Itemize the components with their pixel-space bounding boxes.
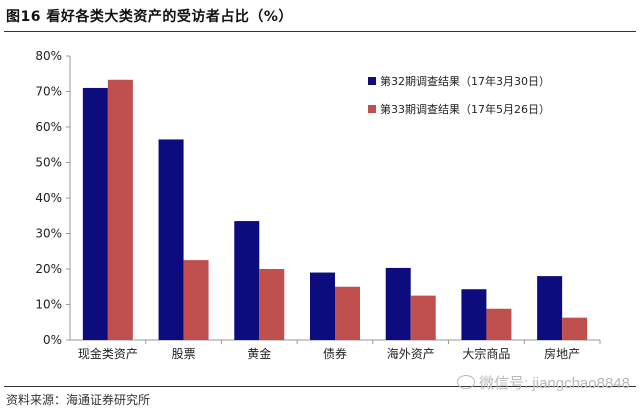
legend-swatch-2	[368, 105, 376, 113]
bar-series-1	[461, 289, 487, 340]
bar-series-1	[234, 221, 260, 340]
watermark-text: 微信号: jiangchao8848	[479, 375, 630, 392]
y-tick-label: 30%	[35, 227, 62, 241]
legend-label-2: 第33期调查结果（17年5月26日）	[380, 102, 550, 116]
x-category-label: 海外资产	[387, 346, 435, 361]
watermark: 微信号: jiangchao8848	[457, 372, 630, 393]
bar-series-2	[183, 260, 209, 340]
x-category-label: 黄金	[247, 346, 271, 361]
chart-title: 图16 看好各类大类资产的受访者占比（%）	[6, 9, 293, 25]
bar-series-2	[259, 269, 285, 340]
bar-series-2	[410, 295, 436, 340]
x-category-label: 现金类资产	[78, 346, 138, 361]
bar-series-2	[335, 286, 360, 340]
bar-series-1	[310, 272, 335, 340]
footer-divider	[4, 386, 636, 387]
wechat-icon	[457, 375, 476, 389]
bar-series-1	[537, 276, 563, 340]
bar-series-2	[486, 308, 512, 340]
y-tick-label: 80%	[35, 49, 62, 63]
y-tick-label: 50%	[35, 156, 62, 170]
x-category-label: 房地产	[544, 346, 580, 361]
x-category-label: 大宗商品	[462, 346, 510, 361]
y-tick-label: 20%	[35, 262, 62, 276]
bar-series-2	[107, 79, 133, 340]
title-divider	[4, 31, 636, 32]
source-note: 资料来源：海通证券研究所	[6, 393, 151, 407]
bar-series-1	[82, 87, 108, 340]
bar-series-2	[562, 317, 588, 340]
bar-series-1	[385, 267, 411, 340]
x-category-label: 股票	[172, 347, 196, 361]
y-tick-label: 40%	[35, 191, 62, 205]
x-category-label: 债券	[323, 346, 347, 361]
y-tick-label: 10%	[35, 298, 62, 312]
y-tick-label: 70%	[35, 85, 62, 99]
y-tick-label: 0%	[43, 333, 62, 347]
bar-series-1	[158, 139, 184, 340]
legend-swatch-1	[368, 77, 376, 85]
y-tick-label: 60%	[35, 120, 62, 134]
legend-label-1: 第32期调查结果（17年3月30日）	[380, 74, 550, 88]
